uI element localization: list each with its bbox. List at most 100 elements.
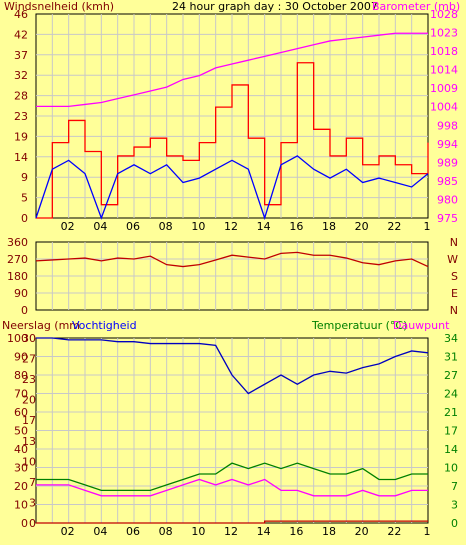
x-tick-label: 22: [387, 525, 401, 538]
direction-tick-label: 0: [21, 304, 28, 317]
x-tick-label: 20: [355, 220, 369, 233]
x-tick-label: 06: [126, 525, 140, 538]
direction-tick-label: 270: [7, 253, 28, 266]
humidity-tick-label: 30: [14, 462, 28, 475]
barometer-tick-label: 985: [437, 175, 458, 188]
x-tick-label: 10: [191, 525, 205, 538]
wind-tick-label: 19: [14, 130, 28, 143]
x-tick-label: 04: [93, 220, 107, 233]
humidity-tick-label: 60: [14, 406, 28, 419]
x-tick-label: 02: [61, 525, 75, 538]
x-tick-label: 12: [224, 525, 238, 538]
chart-title: 24 hour graph day : 30 October 2007: [172, 0, 378, 13]
wind-axis-label: Windsnelheid (kmh): [4, 0, 114, 13]
humidity-tick-label: 50: [14, 425, 28, 438]
rain-tick-label: 10: [22, 455, 36, 468]
temperature-tick-label: 10: [444, 462, 458, 475]
temperature-tick-label: 17: [444, 425, 458, 438]
temperature-tick-label: 21: [444, 406, 458, 419]
rain-line: [36, 520, 428, 524]
dewpoint-axis-label: Dauwpunt: [393, 319, 450, 332]
x-tick-label: 02: [61, 220, 75, 233]
x-tick-label: 06: [126, 220, 140, 233]
x-tick-label: 18: [322, 525, 336, 538]
temperature-tick-label: 27: [444, 369, 458, 382]
barometer-tick-label: 1023: [430, 27, 458, 40]
x-tick-label: 20: [355, 525, 369, 538]
humidity-tick-label: 80: [14, 369, 28, 382]
temperature-line: [36, 462, 428, 492]
direction-tick-label: 180: [7, 270, 28, 283]
x-tick-label: 18: [322, 220, 336, 233]
humidity-line: [36, 337, 429, 395]
x-tick-label: 1: [424, 525, 431, 538]
temperature-tick-label: 24: [444, 388, 458, 401]
barometer-tick-label: 998: [437, 119, 458, 132]
rain-tick-label: 0: [29, 517, 36, 530]
wind-tick-label: 5: [21, 192, 28, 205]
wind-panel: 4642373228231914950102810231018101410091…: [14, 8, 458, 233]
compass-tick-label: E: [451, 287, 458, 300]
compass-tick-label: S: [451, 270, 458, 283]
x-tick-label: 14: [257, 220, 271, 233]
wind-speed-line: [35, 155, 429, 221]
barometer-tick-label: 975: [437, 212, 458, 225]
rain-tick-label: 17: [22, 414, 36, 427]
wind-tick-label: 23: [14, 110, 28, 123]
wind-tick-label: 42: [14, 28, 28, 41]
temperature-tick-label: 31: [444, 351, 458, 364]
x-tick-label: 16: [289, 220, 303, 233]
rain-tick-label: 3: [29, 496, 36, 509]
humidity-tick-label: 90: [14, 351, 28, 364]
x-tick-label: 08: [159, 220, 173, 233]
compass-tick-label: N: [450, 236, 458, 249]
temperature-axis-label: Temperatuur (°C): [311, 319, 407, 332]
barometer-tick-label: 980: [437, 193, 458, 206]
x-tick-label: 14: [257, 525, 271, 538]
barometer-tick-label: 994: [437, 138, 458, 151]
barometer-tick-label: 989: [437, 156, 458, 169]
wind-tick-label: 46: [14, 8, 28, 21]
temperature-tick-label: 0: [451, 517, 458, 530]
temperature-tick-label: 34: [444, 332, 458, 345]
rain-axis-label: Neerslag (mm: [2, 319, 80, 332]
humidity-tick-label: 10: [14, 499, 28, 512]
humidity-tick-label: 0: [21, 517, 28, 530]
temperature-tick-label: 14: [444, 443, 458, 456]
humidity-tick-label: 20: [14, 480, 28, 493]
climate-panel: 1009080706050403020100302723201713107303…: [7, 332, 458, 538]
rain-tick-label: 13: [22, 435, 36, 448]
compass-tick-label: N: [450, 304, 458, 317]
barometer-tick-label: 1004: [430, 101, 458, 114]
humidity-tick-label: 40: [14, 443, 28, 456]
x-tick-label: 04: [93, 525, 107, 538]
direction-line: [35, 251, 429, 268]
wind-tick-label: 0: [21, 212, 28, 225]
barometer-tick-label: 1009: [430, 82, 458, 95]
barometer-line: [36, 32, 428, 108]
temperature-tick-label: 7: [451, 480, 458, 493]
barometer-axis-label: Barometer (mb): [372, 0, 460, 13]
wind-tick-label: 9: [21, 171, 28, 184]
x-tick-label: 16: [289, 525, 303, 538]
barometer-tick-label: 1014: [430, 64, 458, 77]
direction-tick-label: 90: [14, 287, 28, 300]
wind-tick-label: 14: [14, 151, 28, 164]
wind-tick-label: 32: [14, 69, 28, 82]
dewpoint-line: [36, 478, 428, 497]
x-tick-label: 12: [224, 220, 238, 233]
rain-tick-label: 7: [29, 476, 36, 489]
temperature-tick-label: 3: [451, 499, 458, 512]
humidity-tick-label: 100: [7, 332, 28, 345]
wind-gust-line: [36, 62, 429, 219]
barometer-tick-label: 1028: [430, 8, 458, 21]
humidity-tick-label: 70: [14, 388, 28, 401]
humidity-axis-label: Vochtigheid: [72, 319, 137, 332]
rain-tick-label: 27: [22, 353, 36, 366]
direction-tick-label: 360: [7, 236, 28, 249]
x-tick-label: 22: [387, 220, 401, 233]
rain-tick-label: 30: [22, 332, 36, 345]
